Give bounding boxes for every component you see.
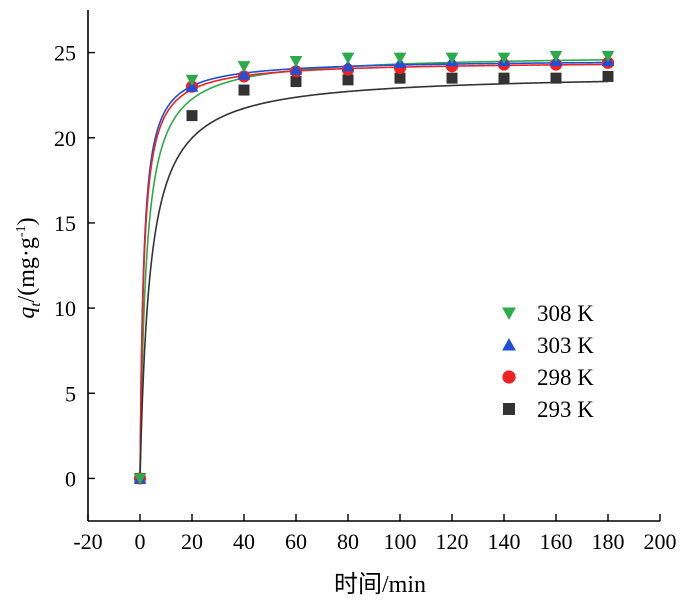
y-tick-label: 15	[54, 211, 76, 236]
data-point	[133, 473, 147, 485]
x-tick-label: 60	[285, 529, 307, 554]
y-label-q: q	[14, 307, 40, 319]
fit-curves	[139, 58, 609, 479]
data-point	[497, 52, 511, 65]
x-tick-label: -20	[73, 529, 102, 554]
y-tick-label: 5	[65, 381, 76, 406]
x-tick-label: 120	[436, 529, 469, 554]
legend-label: 298 K	[537, 365, 594, 390]
y-tick-label: 0	[65, 466, 76, 491]
y-tick-label: 25	[54, 41, 76, 66]
data-point	[238, 84, 250, 96]
data-point	[393, 52, 407, 65]
data-points	[133, 50, 615, 485]
fit-curve	[139, 80, 609, 479]
data-point	[186, 110, 198, 122]
data-point	[290, 76, 302, 88]
legend-marker	[502, 338, 516, 351]
data-point	[237, 68, 251, 80]
x-tick-label: 80	[337, 529, 359, 554]
legend: 308 K 303 K 298 K 293 K	[502, 301, 594, 422]
legend-label: 293 K	[537, 397, 594, 422]
data-point	[289, 63, 303, 75]
y-label-sup: -1	[14, 225, 29, 237]
data-point	[237, 61, 251, 73]
y-label-close: )	[14, 217, 40, 225]
data-point	[341, 52, 355, 65]
x-tick-label: 140	[488, 529, 521, 554]
y-label-unit: /(mg·g	[14, 237, 40, 302]
data-point	[185, 74, 199, 87]
x-tick-label: 200	[644, 529, 677, 554]
data-point	[341, 59, 355, 72]
data-point	[550, 72, 562, 84]
data-point	[602, 70, 614, 82]
x-tick-label: 160	[540, 529, 573, 554]
x-axis-label: 时间/min	[334, 571, 426, 598]
axes: -20 0 20 40 60 80 100 120 140 160 180 200 0 5 10 15 20 25	[54, 10, 677, 554]
legend-label: 303 K	[537, 333, 594, 358]
fit-curve	[139, 63, 609, 479]
data-point	[445, 52, 459, 65]
data-point	[289, 56, 303, 68]
x-tick-label: 40	[233, 529, 255, 554]
legend-label: 308 K	[537, 301, 594, 326]
y-label-sub: t	[28, 302, 44, 307]
y-tick-label: 20	[54, 126, 76, 151]
y-tick-label: 10	[54, 296, 76, 321]
x-tick-label: 0	[135, 529, 146, 554]
x-tick-label: 100	[384, 529, 417, 554]
data-point	[498, 72, 510, 84]
legend-marker	[503, 403, 515, 415]
data-point	[394, 72, 406, 84]
legend-marker	[502, 307, 516, 320]
x-tick-label: 180	[592, 529, 625, 554]
data-point	[601, 50, 615, 63]
legend-marker	[502, 370, 516, 384]
fit-curve	[139, 61, 609, 479]
y-axis-label: qt/(mg·g-1)	[14, 217, 44, 318]
data-point	[549, 50, 563, 63]
x-tick-label: 20	[181, 529, 203, 554]
data-point	[446, 72, 458, 84]
data-point	[342, 74, 354, 86]
